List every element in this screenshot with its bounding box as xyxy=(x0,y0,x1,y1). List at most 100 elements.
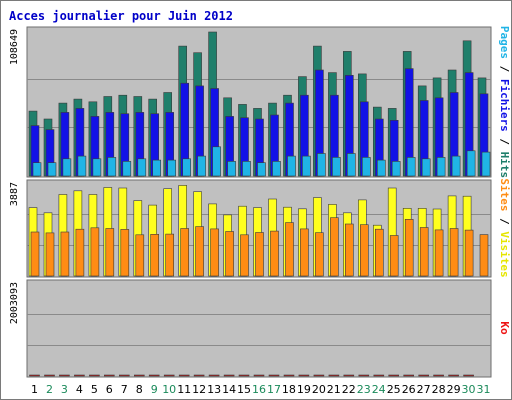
middle-bar-sites-25 xyxy=(389,235,399,277)
top-bar-pages-7 xyxy=(122,161,132,177)
top-legend-part: Pages xyxy=(498,26,511,59)
bottom-bar-ko-14 xyxy=(223,374,235,377)
top-bar-pages-1 xyxy=(32,162,42,177)
top-bar-pages-24 xyxy=(376,159,386,177)
middle-bar-sites-3 xyxy=(60,231,70,277)
top-bar-pages-31 xyxy=(481,151,491,177)
bottom-bar-ko-19 xyxy=(298,374,310,377)
top-bar-pages-28 xyxy=(436,157,446,177)
middle-legend-part: Visites xyxy=(498,231,511,277)
x-tick-label-26: 26 xyxy=(402,383,416,396)
middle-bar-sites-12 xyxy=(195,226,204,277)
middle-bar-sites-28 xyxy=(434,229,444,277)
x-tick-label-7: 7 xyxy=(121,383,128,396)
top-bar-pages-15 xyxy=(242,161,251,177)
top-bar-pages-25 xyxy=(391,161,401,177)
bottom-panel-bg xyxy=(26,279,492,378)
middle-bar-sites-18 xyxy=(285,222,294,277)
bottom-bar-ko-22 xyxy=(343,374,355,377)
middle-ymax-label: 3887 xyxy=(9,182,20,206)
top-bar-pages-2 xyxy=(47,162,57,177)
middle-bar-sites-9 xyxy=(150,234,159,277)
x-tick-label-13: 13 xyxy=(207,383,221,396)
middle-bar-sites-6 xyxy=(105,228,115,277)
bottom-bar-ko-16 xyxy=(253,374,265,377)
x-tick-label-6: 6 xyxy=(106,383,113,396)
middle-bar-sites-30 xyxy=(464,229,474,277)
bottom-bar-ko-29 xyxy=(448,374,459,377)
middle-bar-sites-17 xyxy=(270,230,279,277)
x-tick-label-29: 29 xyxy=(447,383,461,396)
top-bar-pages-6 xyxy=(107,157,117,177)
x-tick-label-21: 21 xyxy=(327,383,341,396)
top-bar-pages-21 xyxy=(332,157,341,177)
bottom-bar-ko-24 xyxy=(373,374,385,377)
bottom-bar-ko-7 xyxy=(119,374,130,377)
middle-bar-sites-22 xyxy=(344,223,354,277)
x-tick-label-20: 20 xyxy=(312,383,326,396)
x-tick-label-3: 3 xyxy=(61,383,68,396)
bottom-bar-ko-12 xyxy=(193,374,205,377)
top-bar-pages-17 xyxy=(272,161,281,177)
bottom-bar-ko-9 xyxy=(148,374,160,377)
x-tick-label-8: 8 xyxy=(136,383,143,396)
bottom-bar-ko-23 xyxy=(358,374,370,377)
top-legend-part: Fichiers xyxy=(498,79,511,132)
bottom-bar-ko-8 xyxy=(134,374,145,377)
x-tick-label-9: 9 xyxy=(151,383,158,396)
bottom-bar-ko-1 xyxy=(29,374,40,377)
top-bar-pages-12 xyxy=(197,155,206,177)
x-tick-label-19: 19 xyxy=(297,383,311,396)
x-tick-label-11: 11 xyxy=(177,383,191,396)
middle-bar-sites-26 xyxy=(404,219,414,277)
top-bar-pages-14 xyxy=(227,161,236,177)
middle-bar-sites-7 xyxy=(120,229,130,277)
bottom-bar-ko-27 xyxy=(418,374,430,377)
chart-title: Acces journalier pour Juin 2012 xyxy=(9,9,233,23)
x-tick-label-24: 24 xyxy=(372,383,386,396)
top-bar-pages-27 xyxy=(421,158,431,177)
middle-bar-sites-20 xyxy=(315,232,324,277)
top-legend-part: / xyxy=(498,132,511,152)
top-bar-pages-30 xyxy=(466,150,476,177)
middle-bar-sites-16 xyxy=(255,232,264,277)
top-bar-pages-18 xyxy=(287,155,296,177)
x-tick-label-23: 23 xyxy=(357,383,371,396)
bottom-bar-ko-25 xyxy=(388,374,400,377)
x-tick-label-5: 5 xyxy=(91,383,98,396)
middle-side-legend: Sites / Visites xyxy=(498,178,511,277)
middle-bar-sites-29 xyxy=(449,228,459,277)
middle-bar-sites-13 xyxy=(210,228,219,277)
top-bar-pages-3 xyxy=(62,158,72,177)
top-bar-pages-9 xyxy=(152,159,161,177)
x-tick-label-28: 28 xyxy=(432,383,446,396)
bottom-bar-ko-2 xyxy=(44,374,55,377)
middle-bar-sites-21 xyxy=(330,217,339,277)
bottom-bar-ko-5 xyxy=(89,374,100,377)
bottom-bar-ko-11 xyxy=(178,374,190,377)
middle-bar-sites-24 xyxy=(374,228,384,277)
middle-legend-part: Sites xyxy=(498,178,511,211)
x-tick-label-22: 22 xyxy=(342,383,356,396)
bottom-bar-ko-10 xyxy=(163,374,175,377)
top-bar-pages-22 xyxy=(346,153,356,177)
x-tick-label-2: 2 xyxy=(46,383,53,396)
top-side-legend: Pages / Fichiers / Hits xyxy=(498,26,511,178)
bottom-side-legend: Ko xyxy=(498,321,511,335)
top-bar-pages-10 xyxy=(167,159,176,177)
top-bar-pages-26 xyxy=(406,157,416,177)
bottom-bar-ko-15 xyxy=(238,374,250,377)
x-tick-label-4: 4 xyxy=(76,383,83,396)
top-bar-pages-8 xyxy=(137,158,147,177)
middle-bar-sites-14 xyxy=(225,231,234,277)
x-tick-label-16: 16 xyxy=(252,383,266,396)
bottom-bar-ko-3 xyxy=(59,374,70,377)
middle-bar-sites-8 xyxy=(135,234,145,277)
middle-bar-sites-15 xyxy=(240,234,249,277)
bottom-bar-ko-17 xyxy=(268,374,280,377)
middle-bar-sites-27 xyxy=(419,227,429,277)
bottom-legend-part: Ko xyxy=(498,321,511,335)
x-tick-label-18: 18 xyxy=(282,383,296,396)
top-legend-part: Hits xyxy=(498,152,511,179)
